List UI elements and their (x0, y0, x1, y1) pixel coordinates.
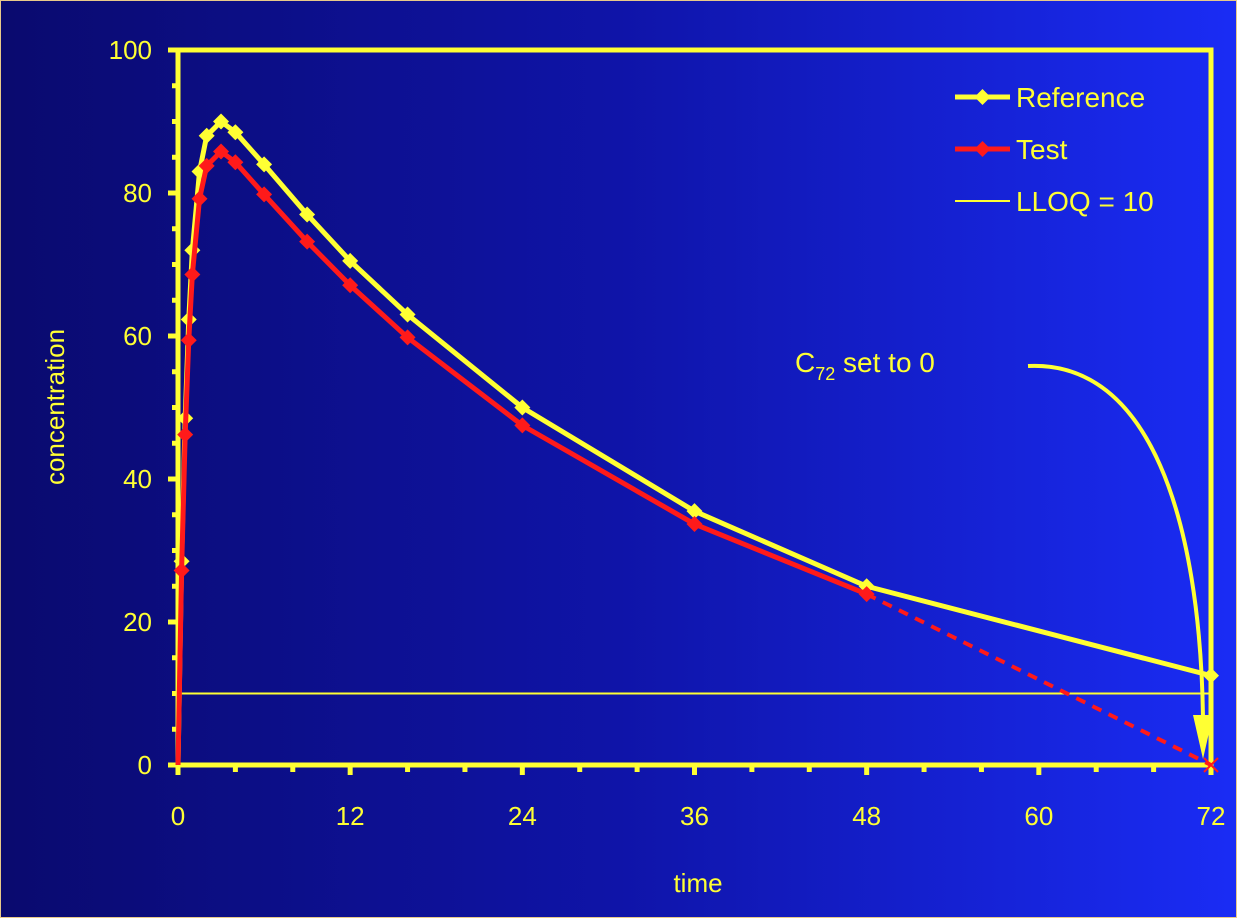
data-point-reference (514, 399, 531, 416)
data-point-test (227, 154, 244, 171)
data-point-test (299, 233, 316, 250)
legend-marker-test (974, 141, 991, 157)
data-point-reference (1203, 667, 1219, 684)
series-test (173, 143, 1219, 773)
x-tick-label: 0 (171, 801, 185, 831)
data-point-cross (1203, 757, 1219, 773)
data-point-test (191, 190, 208, 207)
annotation-arrow-head (1193, 715, 1213, 759)
data-point-test (399, 329, 416, 346)
data-point-reference (198, 127, 215, 144)
data-point-test (686, 516, 703, 533)
data-point-reference (213, 113, 230, 130)
data-point-test (180, 332, 197, 349)
data-point-reference (227, 124, 244, 141)
data-point-test (514, 417, 531, 434)
legend-marker-reference (974, 89, 991, 105)
x-tick-label: 48 (852, 801, 881, 831)
annotation: C72 set to 0 (795, 347, 1213, 759)
data-point-test (256, 186, 273, 203)
x-axis-title: time (673, 868, 722, 898)
data-point-test (198, 157, 215, 174)
y-tick-label: 40 (123, 464, 152, 494)
data-point-test (177, 426, 194, 443)
series-line-reference (175, 119, 1212, 766)
legend-label-lloq: LLOQ = 10 (1016, 186, 1154, 217)
x-tick-label: 12 (336, 801, 365, 831)
data-point-reference (256, 156, 273, 173)
data-point-reference (686, 503, 703, 520)
y-tick-label: 100 (109, 35, 152, 65)
annotation-label: C72 set to 0 (795, 347, 935, 384)
data-point-test (184, 266, 201, 283)
data-point-test (858, 586, 875, 603)
data-point-reference (399, 306, 416, 323)
annotation-arrow-line (1027, 363, 1205, 718)
data-point-test (213, 143, 230, 160)
y-tick-label: 0 (138, 750, 152, 780)
data-point-reference (342, 252, 359, 269)
series-line-test (175, 149, 868, 766)
x-tick-label: 36 (680, 801, 709, 831)
legend: Reference Test LLOQ = 10 (955, 82, 1154, 217)
x-tick-label: 60 (1024, 801, 1053, 831)
x-tick-label: 72 (1197, 801, 1226, 831)
y-axis-title: concentration (40, 329, 70, 485)
tick-labels-group: 0 20 40 60 80 100 0 12 24 36 48 60 72 (109, 35, 1226, 831)
y-tick-label: 80 (123, 178, 152, 208)
axes-group (168, 47, 1214, 775)
legend-label-test: Test (1016, 134, 1068, 165)
series-dashed-tail-test (865, 592, 1212, 767)
data-point-test (173, 562, 190, 579)
y-tick-label: 60 (123, 321, 152, 351)
legend-label-reference: Reference (1016, 82, 1145, 113)
data-point-reference (299, 206, 316, 223)
data-point-test (342, 277, 359, 294)
y-tick-label: 20 (123, 607, 152, 637)
series-group (173, 113, 1219, 773)
x-tick-label: 24 (508, 801, 537, 831)
